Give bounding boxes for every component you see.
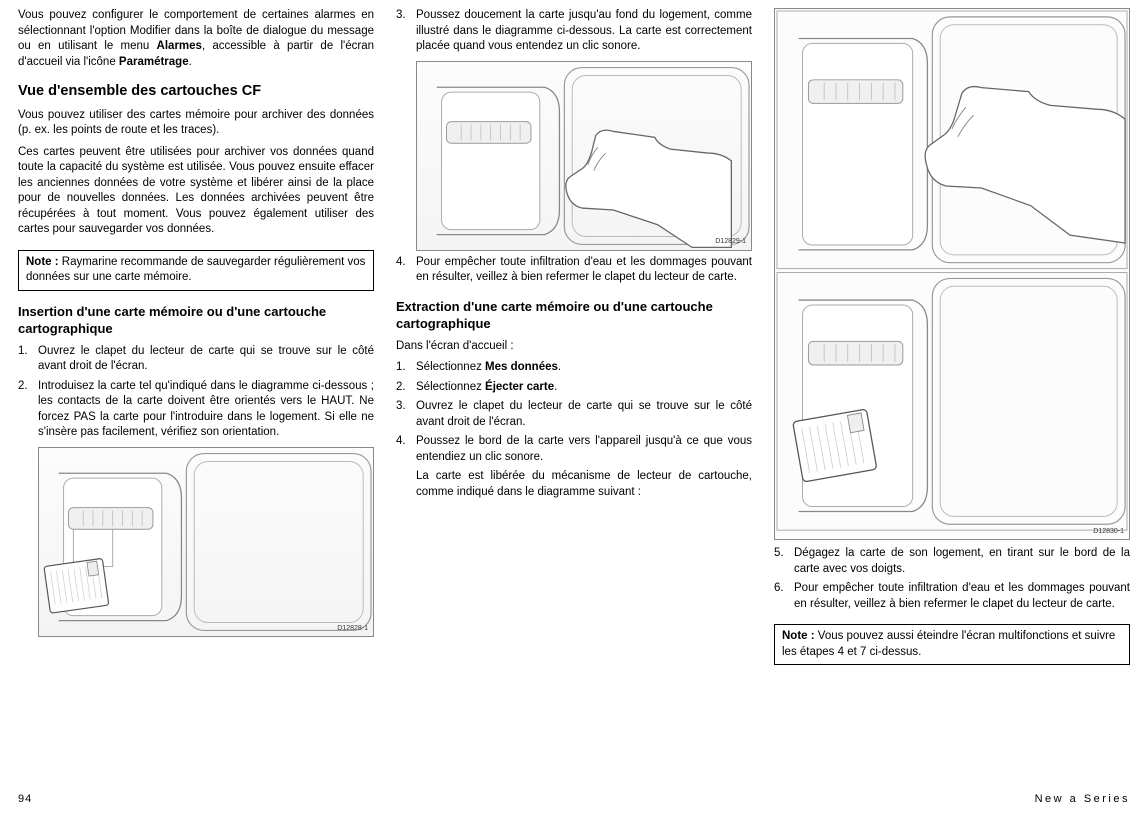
heading-insertion: Insertion d'une carte mémoire ou d'une c… [18,303,374,338]
diagram-1-label: D12828-1 [337,624,368,633]
note-box-2: Note : Vous pouvez aussi éteindre l'écra… [774,624,1130,665]
extraction-2-bold: Éjecter carte [485,381,554,393]
diagram-2-svg [417,62,751,250]
extraction-1-bold: Mes données [485,361,558,373]
cf-p2: Ces cartes peuvent être utilisées pour a… [18,145,374,238]
intro-bold-alarmes: Alarmes [157,40,202,52]
heading-cf-overview: Vue d'ensemble des cartouches CF [18,82,374,102]
insertion-step-3: Poussez doucement la carte jusqu'au fond… [396,8,752,251]
page-columns: Vous pouvez configurer le comportement d… [18,8,1130,768]
diagram-3: D12830-1 [774,8,1130,540]
diagram-1-svg [39,448,373,636]
diagram-2-label: D12829-1 [715,237,746,246]
extraction-intro: Dans l'écran d'accueil : [396,339,752,355]
extraction-4-sub: La carte est libérée du mécanisme de lec… [416,469,752,500]
insertion-step-4: Pour empêcher toute infiltration d'eau e… [396,255,752,286]
diagram-3-svg [775,9,1129,532]
extraction-step-6: Pour empêcher toute infiltration d'eau e… [774,581,1130,612]
extraction-list-cont: Dégagez la carte de son logement, en tir… [774,546,1130,612]
footer-title: New a Series [1035,792,1130,807]
extraction-step-1: Sélectionnez Mes données. [396,360,752,376]
insertion-list-cont: Poussez doucement la carte jusqu'au fond… [396,8,752,286]
extraction-1-end: . [558,361,561,373]
extraction-step-2: Sélectionnez Éjecter carte. [396,380,752,396]
page-number: 94 [18,792,32,807]
extraction-list: Sélectionnez Mes données. Sélectionnez É… [396,360,752,500]
extraction-step-3: Ouvrez le clapet du lecteur de carte qui… [396,399,752,430]
note-text-1: Raymarine recommande de sauvegarder régu… [26,256,365,284]
note-box-1: Note : Raymarine recommande de sauvegard… [18,250,374,291]
diagram-1: D12828-1 [38,447,374,637]
note-label-1: Note : [26,256,62,268]
extraction-4-text: Poussez le bord de la carte vers l'appar… [416,435,752,463]
insertion-step-2-text: Introduisez la carte tel qu'indiqué dans… [38,380,374,439]
insertion-step-2: Introduisez la carte tel qu'indiqué dans… [18,379,374,637]
extraction-2-end: . [554,381,557,393]
diagram-2: D12829-1 [416,61,752,251]
column-2: Poussez doucement la carte jusqu'au fond… [396,8,752,768]
note-label-2: Note : [782,630,818,642]
cf-p1: Vous pouvez utiliser des cartes mémoire … [18,108,374,139]
extraction-1-pre: Sélectionnez [416,361,485,373]
column-1: Vous pouvez configurer le comportement d… [18,8,374,768]
extraction-step-5: Dégagez la carte de son logement, en tir… [774,546,1130,577]
insertion-step-1: Ouvrez le clapet du lecteur de carte qui… [18,344,374,375]
extraction-step-4: Poussez le bord de la carte vers l'appar… [396,434,752,500]
intro-paragraph: Vous pouvez configurer le comportement d… [18,8,374,70]
diagram-3-label: D12830-1 [1093,527,1124,536]
extraction-2-pre: Sélectionnez [416,381,485,393]
column-3: D12830-1 Dégagez la carte de son logemen… [774,8,1130,768]
intro-bold-parametrage: Paramétrage [119,56,189,68]
insertion-list: Ouvrez le clapet du lecteur de carte qui… [18,344,374,637]
note-text-2: Vous pouvez aussi éteindre l'écran multi… [782,630,1115,658]
insertion-step-3-text: Poussez doucement la carte jusqu'au fond… [416,9,752,52]
page-footer: 94 New a Series [18,792,1130,807]
heading-extraction: Extraction d'une carte mémoire ou d'une … [396,298,752,333]
intro-text-3: . [189,56,192,68]
